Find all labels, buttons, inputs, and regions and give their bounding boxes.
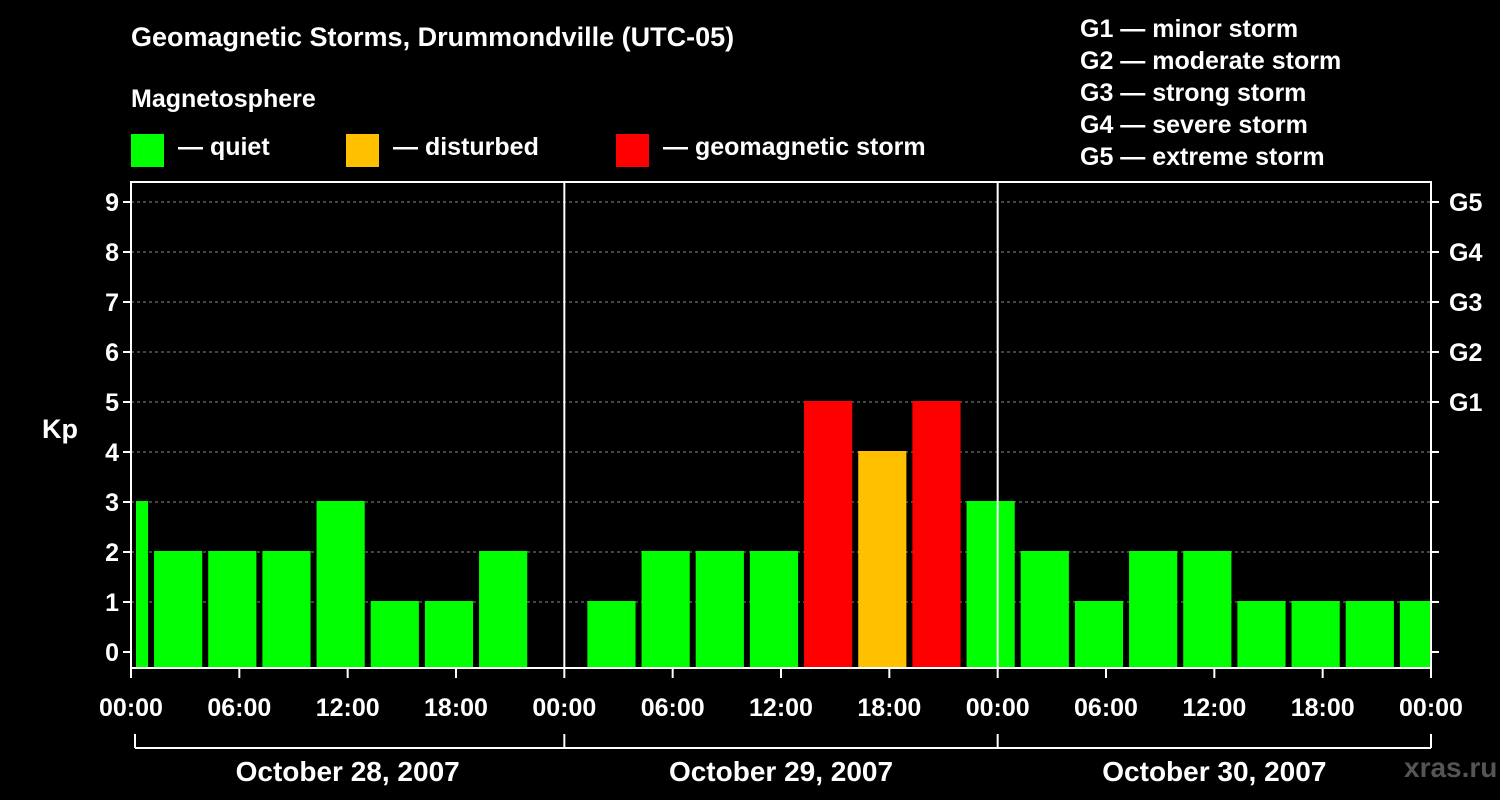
y-tick-label: 5 [105,389,119,417]
g-scale-label: G3 [1449,289,1482,317]
kp-bar [479,551,528,668]
storm-scale-g2: G2 — moderate storm [1080,47,1342,75]
kp-bar [424,601,474,668]
g-scale-label: G1 [1449,389,1482,417]
kp-bar [316,501,365,668]
x-tick-label: 18:00 [1291,694,1355,722]
x-tick-label: 00:00 [966,694,1030,722]
kp-bar [1399,601,1430,668]
legend-swatch-storm [616,134,649,167]
day-label: October 29, 2007 [669,756,893,787]
kp-bar [804,401,853,668]
kp-bar [749,551,799,668]
storm-scale-g1: G1 — minor storm [1080,15,1299,43]
kp-bar [1183,551,1232,668]
legend-swatch-disturbed [346,134,379,167]
watermark: xras.ru [1404,752,1498,783]
kp-bar [695,551,744,668]
storm-scale-g4: G4 — severe storm [1080,111,1308,139]
x-tick-label: 12:00 [1182,694,1246,722]
y-tick-label: 0 [105,639,119,667]
g-scale-label: G5 [1449,189,1482,217]
y-tick-label: 6 [105,339,119,367]
x-tick-label: 18:00 [424,694,488,722]
kp-bar [966,501,1015,668]
kp-bar [262,551,311,668]
legend-label-quiet: — quiet [178,133,270,161]
storm-scale-g5: G5 — extreme storm [1080,143,1325,171]
y-tick-label: 7 [105,289,119,317]
g-scale-label: G4 [1449,239,1482,267]
kp-bar [858,451,907,668]
legend-label-storm: — geomagnetic storm [663,133,926,161]
kp-bar [912,401,961,668]
x-tick-label: 12:00 [316,694,380,722]
x-tick-label: 06:00 [1074,694,1138,722]
x-tick-label: 00:00 [532,694,596,722]
y-tick-label: 2 [105,539,119,567]
kp-bar [1291,601,1340,668]
kp-bar [1074,601,1124,668]
x-tick-label: 12:00 [749,694,813,722]
day-label: October 28, 2007 [236,756,460,787]
storm-scale-g3: G3 — strong storm [1080,79,1307,107]
kp-bar [136,501,149,668]
kp-bar [208,551,257,668]
x-tick-label: 06:00 [207,694,271,722]
g-scale-label: G2 [1449,339,1482,367]
kp-bar [370,601,419,668]
y-tick-label: 9 [105,189,119,217]
legend-swatch-quiet [131,134,164,167]
x-tick-label: 00:00 [99,694,163,722]
y-tick-label: 1 [105,589,119,617]
x-tick-label: 00:00 [1399,694,1463,722]
day-label: October 30, 2007 [1102,756,1326,787]
kp-bar [1129,551,1178,668]
kp-bar [1020,551,1069,668]
x-tick-label: 18:00 [857,694,921,722]
y-tick-label: 4 [105,439,119,467]
y-axis-label: Kp [42,414,78,444]
y-tick-label: 8 [105,239,119,267]
y-tick-label: 3 [105,489,119,517]
kp-bar [641,551,690,668]
legend-heading: Magnetosphere [131,85,316,113]
kp-bar [1345,601,1394,668]
kp-bar [587,601,636,668]
x-tick-label: 06:00 [641,694,705,722]
kp-bar [154,551,203,668]
legend-label-disturbed: — disturbed [393,133,539,161]
chart-title: Geomagnetic Storms, Drummondville (UTC-0… [131,22,735,52]
kp-bar [1237,601,1286,668]
